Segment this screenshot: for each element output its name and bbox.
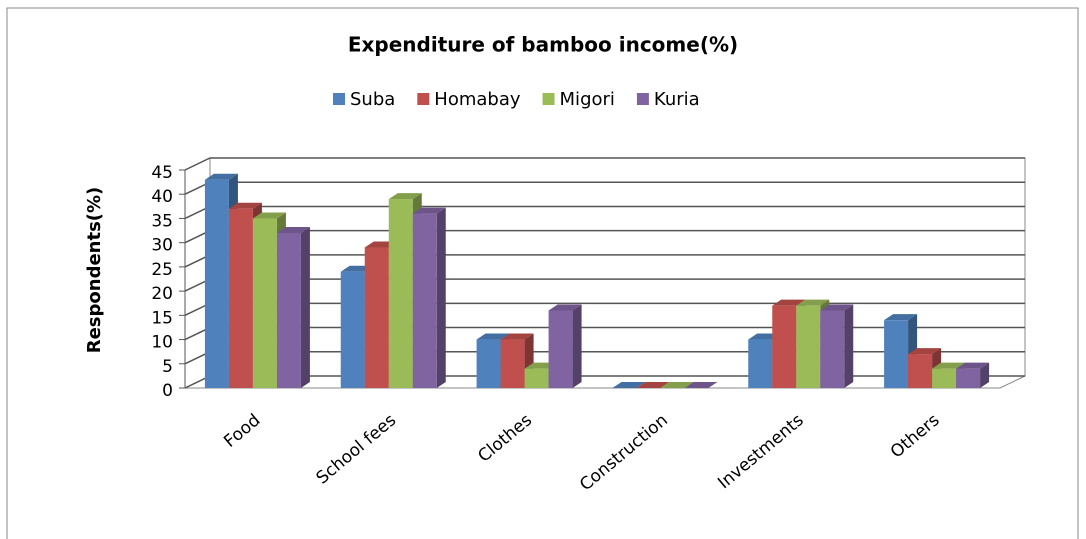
y-tick-label: 35 [151,211,173,231]
legend-swatch [636,93,649,105]
bar [524,368,549,388]
bar-top [276,226,310,233]
bar [388,199,413,388]
bar-top [932,362,966,369]
bar-top [820,304,854,311]
bar [228,208,253,388]
y-tick-label: 40 [151,187,173,207]
y-tick-label: 5 [162,357,173,377]
bar-side [844,304,854,388]
bar-top [956,362,990,369]
legend-swatch [417,93,430,105]
bar [500,339,525,388]
bar [796,305,821,388]
bar [956,368,981,388]
grid-line [184,157,1025,171]
bar-top [500,333,534,340]
bar [908,354,933,388]
bar-top [884,314,918,321]
bar-side [300,226,310,388]
y-tick-label: 10 [151,333,173,353]
bar [364,247,389,388]
bar [772,305,797,388]
bar-top [660,382,694,388]
bar [932,368,957,388]
bar [412,213,437,388]
bar [476,339,501,388]
bar-side [436,207,446,388]
bar [276,232,301,388]
bar [884,320,909,388]
y-tick-label: 20 [151,284,173,304]
bar [748,339,773,388]
bar-top [388,193,422,200]
bar-top [252,212,286,219]
bar-top [228,202,262,209]
legend-swatch [542,93,555,105]
bar-side [572,304,582,388]
bar-top [908,348,942,355]
bar-top [548,304,582,311]
bar [252,218,277,388]
y-tick-label: 0 [162,381,173,401]
chart-title: Expenditure of bamboo income(%) [348,33,738,57]
legend-label: Homabay [434,89,521,110]
bar-side [980,362,990,388]
bar [204,179,229,388]
bar [340,271,365,388]
bar-top [636,382,670,388]
bar-top [772,299,806,306]
y-axis-label: Respondents(%) [84,187,105,354]
bar-top [412,207,446,214]
y-tick-label: 25 [151,260,173,280]
bar [820,310,845,388]
bar-top [476,333,510,340]
bar-top [204,173,238,180]
y-tick-label: 15 [151,308,173,328]
bar-top [612,382,646,388]
legend-label: Migori [560,89,615,110]
legend-label: Kuria [654,89,700,110]
bar [548,310,573,388]
y-tick-label: 30 [151,236,173,256]
y-tick-label: 45 [151,163,173,183]
bar-top [796,299,830,306]
legend-swatch [333,93,345,105]
bar-top [684,382,718,388]
legend-label: Suba [350,89,395,110]
